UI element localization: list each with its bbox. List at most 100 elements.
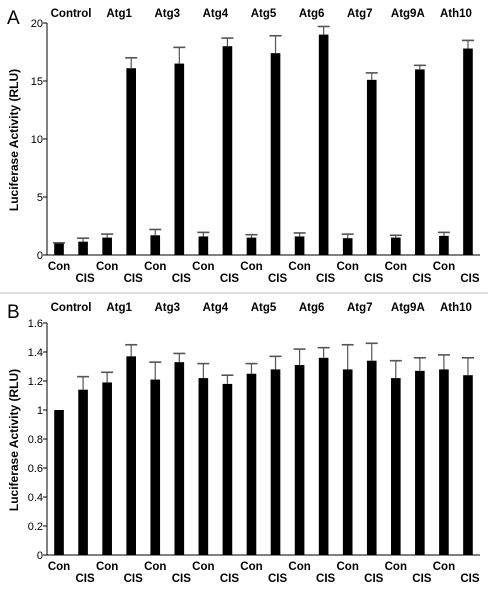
panel-a-bar bbox=[126, 68, 137, 256]
panel-a-bar bbox=[246, 237, 257, 255]
panel-a-x-tick-label: Con bbox=[288, 261, 310, 273]
panel-b-letter: B bbox=[7, 302, 20, 323]
panel-b-bar bbox=[198, 378, 209, 555]
panel-b-group-label: Atg6 bbox=[299, 302, 325, 314]
panel-b-group-label: Atg7 bbox=[347, 302, 373, 314]
panel-a-x-tick-label: Con bbox=[385, 261, 407, 273]
panel-b-y-tick-label: 1.6 bbox=[28, 318, 43, 330]
panel-a: A Luciferase Activity (RLU) 05101520ConC… bbox=[7, 8, 480, 285]
panel-a-bar bbox=[270, 53, 281, 255]
panel-a-y-tick-label: 0 bbox=[37, 250, 43, 262]
panel-a-x-tick-label: CIS bbox=[316, 273, 336, 285]
panel-a-x-tick-label: Con bbox=[240, 261, 262, 273]
panel-b-x-tick-label: Con bbox=[48, 561, 70, 573]
panel-a-x-tick-label: CIS bbox=[124, 273, 144, 285]
panel-a-group-label: Atg4 bbox=[203, 8, 229, 20]
panel-a-x-tick-label: Con bbox=[433, 261, 455, 273]
panel-a-x-tick-label: Con bbox=[337, 261, 359, 273]
panel-b-bar bbox=[222, 383, 233, 555]
panel-a-letter: A bbox=[7, 8, 20, 29]
panel-a-x-tick-label: Con bbox=[192, 261, 214, 273]
panel-b-group-label: Atg9A bbox=[391, 302, 425, 314]
panel-a-bar bbox=[78, 241, 88, 255]
panel-b-bar bbox=[78, 389, 88, 555]
panel-b-x-tick-label: CIS bbox=[460, 573, 480, 585]
panel-a-group-label: Atg3 bbox=[154, 8, 180, 20]
panel-a-x-tick-label: Con bbox=[48, 261, 70, 273]
panel-b-x-tick-label: CIS bbox=[124, 573, 144, 585]
panel-b-bar bbox=[294, 365, 305, 555]
panel-a-bar bbox=[150, 235, 161, 255]
panel-b-x-tick-label: CIS bbox=[172, 573, 192, 585]
panel-a-x-tick-label: CIS bbox=[364, 273, 384, 285]
panel-b-bar bbox=[415, 370, 425, 555]
panel-a-bar bbox=[174, 63, 185, 255]
panel-b-y-tick-label: 1.2 bbox=[28, 376, 43, 388]
panel-b-x-tick-label: Con bbox=[96, 561, 118, 573]
panel-b-x-tick-label: CIS bbox=[364, 573, 384, 585]
panel-a-bar bbox=[342, 238, 353, 255]
panel-a-x-tick-label: Con bbox=[144, 261, 166, 273]
panel-a-bar bbox=[294, 236, 305, 255]
panel-b-x-tick-label: CIS bbox=[412, 573, 432, 585]
panel-b-y-tick-label: 0.8 bbox=[28, 434, 43, 446]
panel-a-bar bbox=[463, 48, 473, 255]
panel-a-bar bbox=[439, 235, 449, 255]
panel-b-x-tick-label: CIS bbox=[220, 573, 240, 585]
panel-a-x-tick-label: CIS bbox=[412, 273, 432, 285]
panel-a-group-label: Atg5 bbox=[251, 8, 277, 20]
panel-a-group-label: Atg7 bbox=[347, 8, 373, 20]
panel-b-bar bbox=[390, 378, 401, 555]
panel-b-bar bbox=[54, 410, 64, 555]
panel-a-bar bbox=[318, 34, 329, 255]
panel-b-x-tick-label: CIS bbox=[316, 573, 336, 585]
panel-a-group-label: Control bbox=[51, 8, 92, 20]
panel-a-x-tick-label: CIS bbox=[268, 273, 288, 285]
panel-b-x-tick-label: Con bbox=[288, 561, 310, 573]
panel-b-group-label: Atg5 bbox=[251, 302, 277, 314]
panel-a-bar bbox=[102, 237, 112, 255]
panel-b-group-label: Atg3 bbox=[154, 302, 180, 314]
panel-a-x-tick-label: CIS bbox=[220, 273, 240, 285]
panel-b-bar bbox=[126, 356, 137, 555]
panel-a-group-label: Ath10 bbox=[440, 8, 472, 20]
panel-b: B Luciferase Activity (RLU) 0 0.2 0.4 0.6 0.… bbox=[7, 302, 480, 585]
panel-b-x-tick-label: Con bbox=[192, 561, 214, 573]
panel-b-x-tick-label: Con bbox=[144, 561, 166, 573]
panel-a-bar bbox=[198, 236, 209, 255]
panel-b-x-tick-label: Con bbox=[240, 561, 262, 573]
panel-b-bar bbox=[463, 375, 473, 555]
panel-b-y-tick-label: 1.4 bbox=[28, 347, 43, 359]
panel-a-x-tick-label: CIS bbox=[460, 273, 480, 285]
panel-b-group-label: Ath10 bbox=[440, 302, 472, 314]
panel-b-bar bbox=[318, 357, 329, 555]
panel-b-bar bbox=[270, 369, 281, 555]
panel-a-y-tick-label: 15 bbox=[31, 76, 43, 88]
panel-b-group-label: Atg4 bbox=[203, 302, 229, 314]
panel-b-y-tick-label: 0.4 bbox=[28, 492, 43, 504]
panel-a-bar bbox=[366, 79, 377, 255]
panel-b-x-tick-label: CIS bbox=[75, 573, 95, 585]
panel-b-y-tick-label: 0.6 bbox=[28, 463, 43, 475]
panel-b-bar bbox=[102, 382, 112, 555]
panel-a-bar bbox=[415, 69, 425, 256]
panel-b-x-tick-label: CIS bbox=[268, 573, 288, 585]
panel-b-bar bbox=[366, 360, 377, 555]
panel-b-x-tick-label: Con bbox=[385, 561, 407, 573]
panel-a-bar bbox=[54, 243, 64, 255]
panel-b-y-axis-label: Luciferase Activity (RLU) bbox=[7, 369, 21, 511]
panel-a-group-label: Atg1 bbox=[106, 8, 132, 20]
panel-b-bar bbox=[439, 369, 449, 555]
panel-b-y-tick-label: 1 bbox=[37, 405, 43, 417]
panel-a-y-tick-label: 10 bbox=[31, 134, 43, 146]
panel-b-x-tick-label: Con bbox=[337, 561, 359, 573]
panel-a-bar bbox=[390, 237, 401, 255]
panel-a-y-tick-label: 5 bbox=[37, 192, 43, 204]
panel-a-x-tick-label: CIS bbox=[75, 273, 95, 285]
panel-a-bar bbox=[222, 46, 233, 256]
panel-b-y-tick-label: 0.2 bbox=[28, 521, 43, 533]
panel-b-bar bbox=[342, 369, 353, 555]
panel-a-x-tick-label: Con bbox=[96, 261, 118, 273]
panel-b-group-label: Control bbox=[51, 302, 92, 314]
